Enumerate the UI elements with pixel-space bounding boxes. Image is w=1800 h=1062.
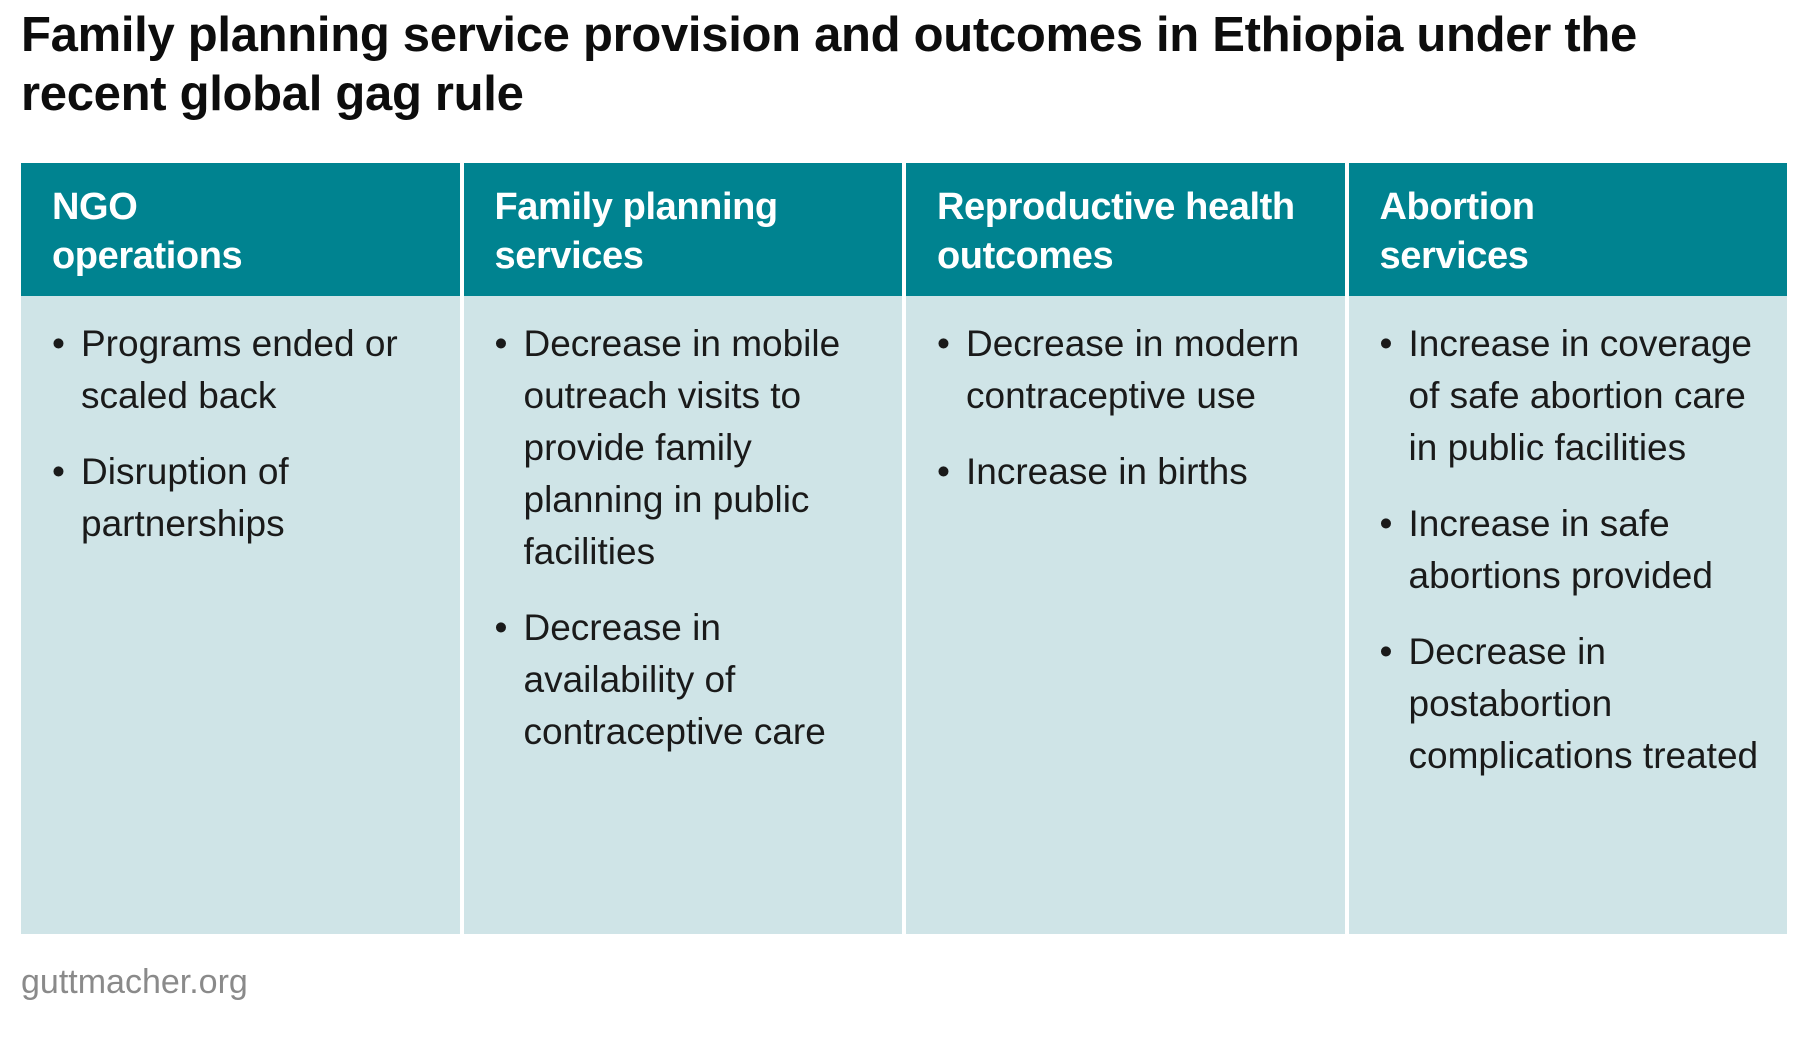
column-body: • Programs ended or scaled back • Disrupti… (21, 296, 460, 934)
column-body: • Increase in coverage of safe abortion c… (1348, 296, 1787, 934)
column-header-line: Family planning (494, 186, 779, 228)
list-item-text: Decrease in postabortion complications t… (1408, 631, 1759, 776)
page-title: Family planning service provision and ou… (21, 8, 1637, 121)
list-item: • Disruption of partnerships (52, 446, 446, 550)
bullet-icon: • (937, 323, 950, 364)
list-item-text: Decrease in modern contraceptive use (966, 323, 1300, 416)
list-item-text: Decrease in mobile outreach visits to pr… (523, 323, 841, 572)
column-header-line: operations (52, 235, 243, 277)
column-body: • Decrease in modern contraceptive use • I… (906, 296, 1345, 934)
column-header-line: services (1379, 235, 1529, 277)
outcomes-table: NGO operations • Programs ended or scaled… (21, 163, 1787, 934)
list-item-text: Increase in safe abortions provided (1408, 503, 1713, 596)
bullet-icon: • (1379, 631, 1393, 672)
list-item-text: Increase in births (966, 451, 1248, 492)
list-item-text: Increase in coverage of safe abortion ca… (1408, 323, 1752, 468)
column-abortion-services: Abortion services • Increase in coverage … (1348, 163, 1787, 934)
list-item: • Decrease in availability of contracepti… (495, 602, 889, 758)
bullet-icon: • (52, 451, 65, 492)
column-body: • Decrease in mobile outreach visits to p… (463, 296, 902, 934)
bullet-list: • Decrease in mobile outreach visits to p… (495, 318, 889, 758)
column-family-planning-services: Family planning services • Decrease in mo… (463, 163, 902, 934)
bullet-list: • Decrease in modern contraceptive use • I… (937, 318, 1331, 498)
bullet-icon: • (1379, 503, 1393, 544)
list-item-text: Disruption of partnerships (81, 451, 289, 544)
list-item: • Programs ended or scaled back (52, 318, 446, 422)
list-item-text: Programs ended or scaled back (81, 323, 398, 416)
column-header-line: services (494, 235, 644, 277)
column-header: Abortion services (1348, 163, 1787, 296)
bullet-icon: • (52, 323, 65, 364)
column-ngo-operations: NGO operations • Programs ended or scaled… (21, 163, 460, 934)
list-item-text: Decrease in availability of contraceptiv… (523, 607, 826, 752)
list-item: • Decrease in mobile outreach visits to p… (495, 318, 889, 578)
column-header-line: outcomes (937, 235, 1114, 277)
column-reproductive-health-outcomes: Reproductive health outcomes • Decrease i… (906, 163, 1345, 934)
column-header-line: Abortion (1379, 186, 1535, 228)
column-header: NGO operations (21, 163, 460, 296)
bullet-icon: • (494, 607, 508, 648)
column-header: Reproductive health outcomes (906, 163, 1345, 296)
column-header-line: Reproductive health (937, 186, 1295, 228)
column-header: Family planning services (463, 163, 902, 296)
list-item: • Increase in births (937, 446, 1331, 498)
bullet-list: • Increase in coverage of safe abortion c… (1380, 318, 1774, 782)
bullet-list: • Programs ended or scaled back • Disrupti… (52, 318, 446, 550)
bullet-icon: • (1379, 323, 1393, 364)
list-item: • Increase in safe abortions provided (1380, 498, 1774, 602)
list-item: • Increase in coverage of safe abortion c… (1380, 318, 1774, 474)
bullet-icon: • (937, 451, 950, 492)
list-item: • Decrease in modern contraceptive use (937, 318, 1331, 422)
column-header-line: NGO (52, 186, 138, 228)
source-credit: guttmacher.org (21, 963, 248, 1001)
bullet-icon: • (494, 323, 508, 364)
list-item: • Decrease in postabortion complications … (1380, 626, 1774, 782)
